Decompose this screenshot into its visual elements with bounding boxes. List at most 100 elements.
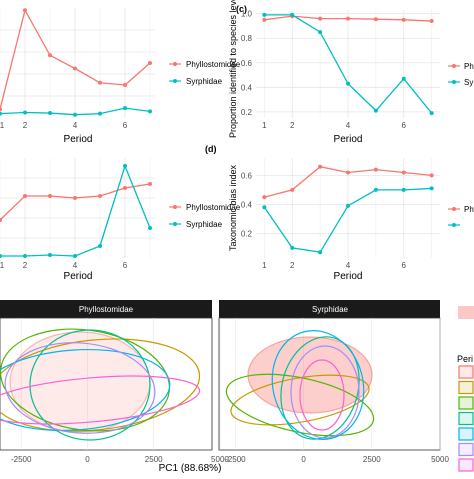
panel-e-legend-key-3 <box>458 396 474 410</box>
panel-d-xtick: 2 <box>290 261 295 270</box>
phyllo-ellipse-period-4 <box>29 329 151 441</box>
panel-c-ylabel: Proportion identified to species level <box>228 0 238 138</box>
panel-d-point-syrphidae <box>373 187 378 192</box>
panel-a-point-syrphidae <box>148 109 152 114</box>
panel-c-point-syrphidae <box>401 76 406 81</box>
panel-d-ytick: 0.6 <box>241 171 253 180</box>
legend-b-syrphidae-label: Syrphidae <box>186 220 223 229</box>
phyllo-ellipse-period-6 <box>4 342 156 434</box>
panel-c-ytick: 0.4 <box>241 83 253 92</box>
panel-d-point-syrphidae <box>346 203 350 208</box>
panel-b-point-phyllostomidae <box>98 194 102 198</box>
panel-a-point-syrphidae <box>98 111 102 116</box>
panel-b-point-syrphidae <box>23 254 27 258</box>
legend-d-syrphidae-dot <box>452 223 456 227</box>
panel-c-point-phyllostomidae <box>318 16 323 21</box>
panel-d-point-phyllostomidae <box>373 167 378 172</box>
panel-b-xtick: 1 <box>0 261 5 270</box>
facet-1-xtick: 0 <box>301 455 306 464</box>
panel-d-point-syrphidae <box>401 187 406 192</box>
phyllo-ellipse-period-5 <box>0 348 171 432</box>
panel-e-legend-key-5 <box>458 427 474 441</box>
panel-b-legend: Phyllostomidae Syrphidae <box>169 203 241 229</box>
panel-d-ylabel: Taxonomic bias index <box>228 164 238 251</box>
panel-d-letter: (d) <box>205 144 217 154</box>
panel-a-point-syrphidae <box>48 111 52 116</box>
facet-strip-phyllostomidae <box>0 300 212 318</box>
syrph-ellipse-period-4 <box>280 336 360 440</box>
facet-label-phyllostomidae: Phyllostomidae <box>79 305 134 314</box>
facet-0-xtick: 5000 <box>211 455 229 464</box>
panel-b-point-phyllostomidae <box>0 218 2 222</box>
panel-d-point-syrphidae <box>262 205 267 210</box>
syrph-ellipse-period-6 <box>290 345 360 439</box>
panel-a-background <box>0 0 155 118</box>
panel-c-letter: (c) <box>236 4 247 14</box>
panel-e-legend: Peri <box>457 306 474 472</box>
legend-b-phyllostomidae-label: Phyllostomidae <box>186 203 241 212</box>
legend-a-phyllostomidae-dot <box>173 62 177 66</box>
panel-a-xtick: 6 <box>123 121 128 130</box>
panel-d-xtick: 6 <box>402 261 407 270</box>
panel-c-xtick: 4 <box>346 121 351 130</box>
panel-b-point-syrphidae <box>98 244 102 248</box>
syrphidae-ellipses <box>225 330 375 440</box>
panel-d-xlabel: Period <box>334 271 363 282</box>
panel-c-point-phyllostomidae <box>429 19 434 24</box>
panel-e-legend-title: Peri <box>457 354 473 364</box>
panel-b: 2 4 6 1 Period Phyllostomidae Syrphidae <box>0 158 241 282</box>
legend-b-phyllostomidae-dot <box>173 205 177 209</box>
panel-a-point-phyllostomidae <box>123 83 127 87</box>
panel-e: Phyllostomidae Syrphidae -2500 <box>0 300 474 474</box>
panel-a-xlabel: Period <box>64 134 93 145</box>
panel-c-legend: Phyllo Sy <box>448 62 474 87</box>
panel-c-ytick: 0.8 <box>241 34 253 43</box>
panel-d-legend: Phyllo <box>448 205 474 227</box>
panel-d-ytick: 0.4 <box>241 200 253 209</box>
phyllo-ellipse-period-7 <box>0 375 201 425</box>
panel-c-xtick: 6 <box>402 121 407 130</box>
panel-a-point-phyllostomidae <box>73 66 77 71</box>
panel-d-point-phyllostomidae <box>429 173 434 178</box>
phyllostomidae-ellipses <box>0 328 201 441</box>
panel-e-xlabel: PC1 (88.68%) <box>159 463 222 474</box>
legend-d-phyllostomidae-dot <box>452 207 456 211</box>
panel-c-point-phyllostomidae <box>401 17 406 22</box>
panel-b-point-syrphidae <box>73 254 77 258</box>
panel-b-xlabel: Period <box>64 271 93 282</box>
panel-a-point-phyllostomidae <box>148 61 152 65</box>
syrph-ellipse-period-5 <box>271 330 365 440</box>
legend-c-syrphidae-dot <box>452 80 456 84</box>
legend-a-syrphidae-label: Syrphidae <box>186 77 223 86</box>
panel-c-ytick: 1.0 <box>241 10 253 19</box>
facet-1-xtick: 5000 <box>431 455 449 464</box>
panel-b-point-syrphidae <box>148 226 152 230</box>
panel-d-point-syrphidae <box>290 245 295 250</box>
panel-c-xlabel: Period <box>334 134 363 145</box>
panel-d-ytick: 0.2 <box>241 229 253 238</box>
panel-c-point-syrphidae <box>373 108 378 113</box>
panel-a-point-phyllostomidae <box>48 53 52 58</box>
panel-c-point-syrphidae <box>429 111 434 116</box>
panel-b-xtick: 6 <box>123 261 128 270</box>
facet-0-xtick: 0 <box>85 455 90 464</box>
panel-c-xtick: 2 <box>290 121 295 130</box>
panel-a-legend: Phyllostomidae Syrphidae <box>169 60 241 86</box>
legend-c-syrphidae-label: Sy <box>464 78 473 87</box>
panel-a-point-syrphidae <box>0 111 2 116</box>
syrph-ellipse-period-7 <box>299 359 345 431</box>
facet-1-xtick: 2500 <box>363 455 381 464</box>
panel-a-point-syrphidae <box>23 110 27 115</box>
panel-d-xtick: 4 <box>346 261 351 270</box>
legend-c-phyllostomidae-dot <box>452 64 456 68</box>
panel-b-point-phyllostomidae <box>23 194 27 198</box>
panel-d-point-phyllostomidae <box>346 170 350 175</box>
panel-d-point-phyllostomidae <box>401 170 406 175</box>
panel-e-legend-key-6 <box>458 442 474 457</box>
panel-a-point-syrphidae <box>123 106 127 111</box>
panel-b-xtick: 4 <box>73 261 78 270</box>
legend-a-phyllostomidae-label: Phyllostomidae <box>186 60 241 69</box>
panel-a-xtick: 2 <box>23 121 28 130</box>
panel-c-ytick: 0.2 <box>241 108 253 117</box>
